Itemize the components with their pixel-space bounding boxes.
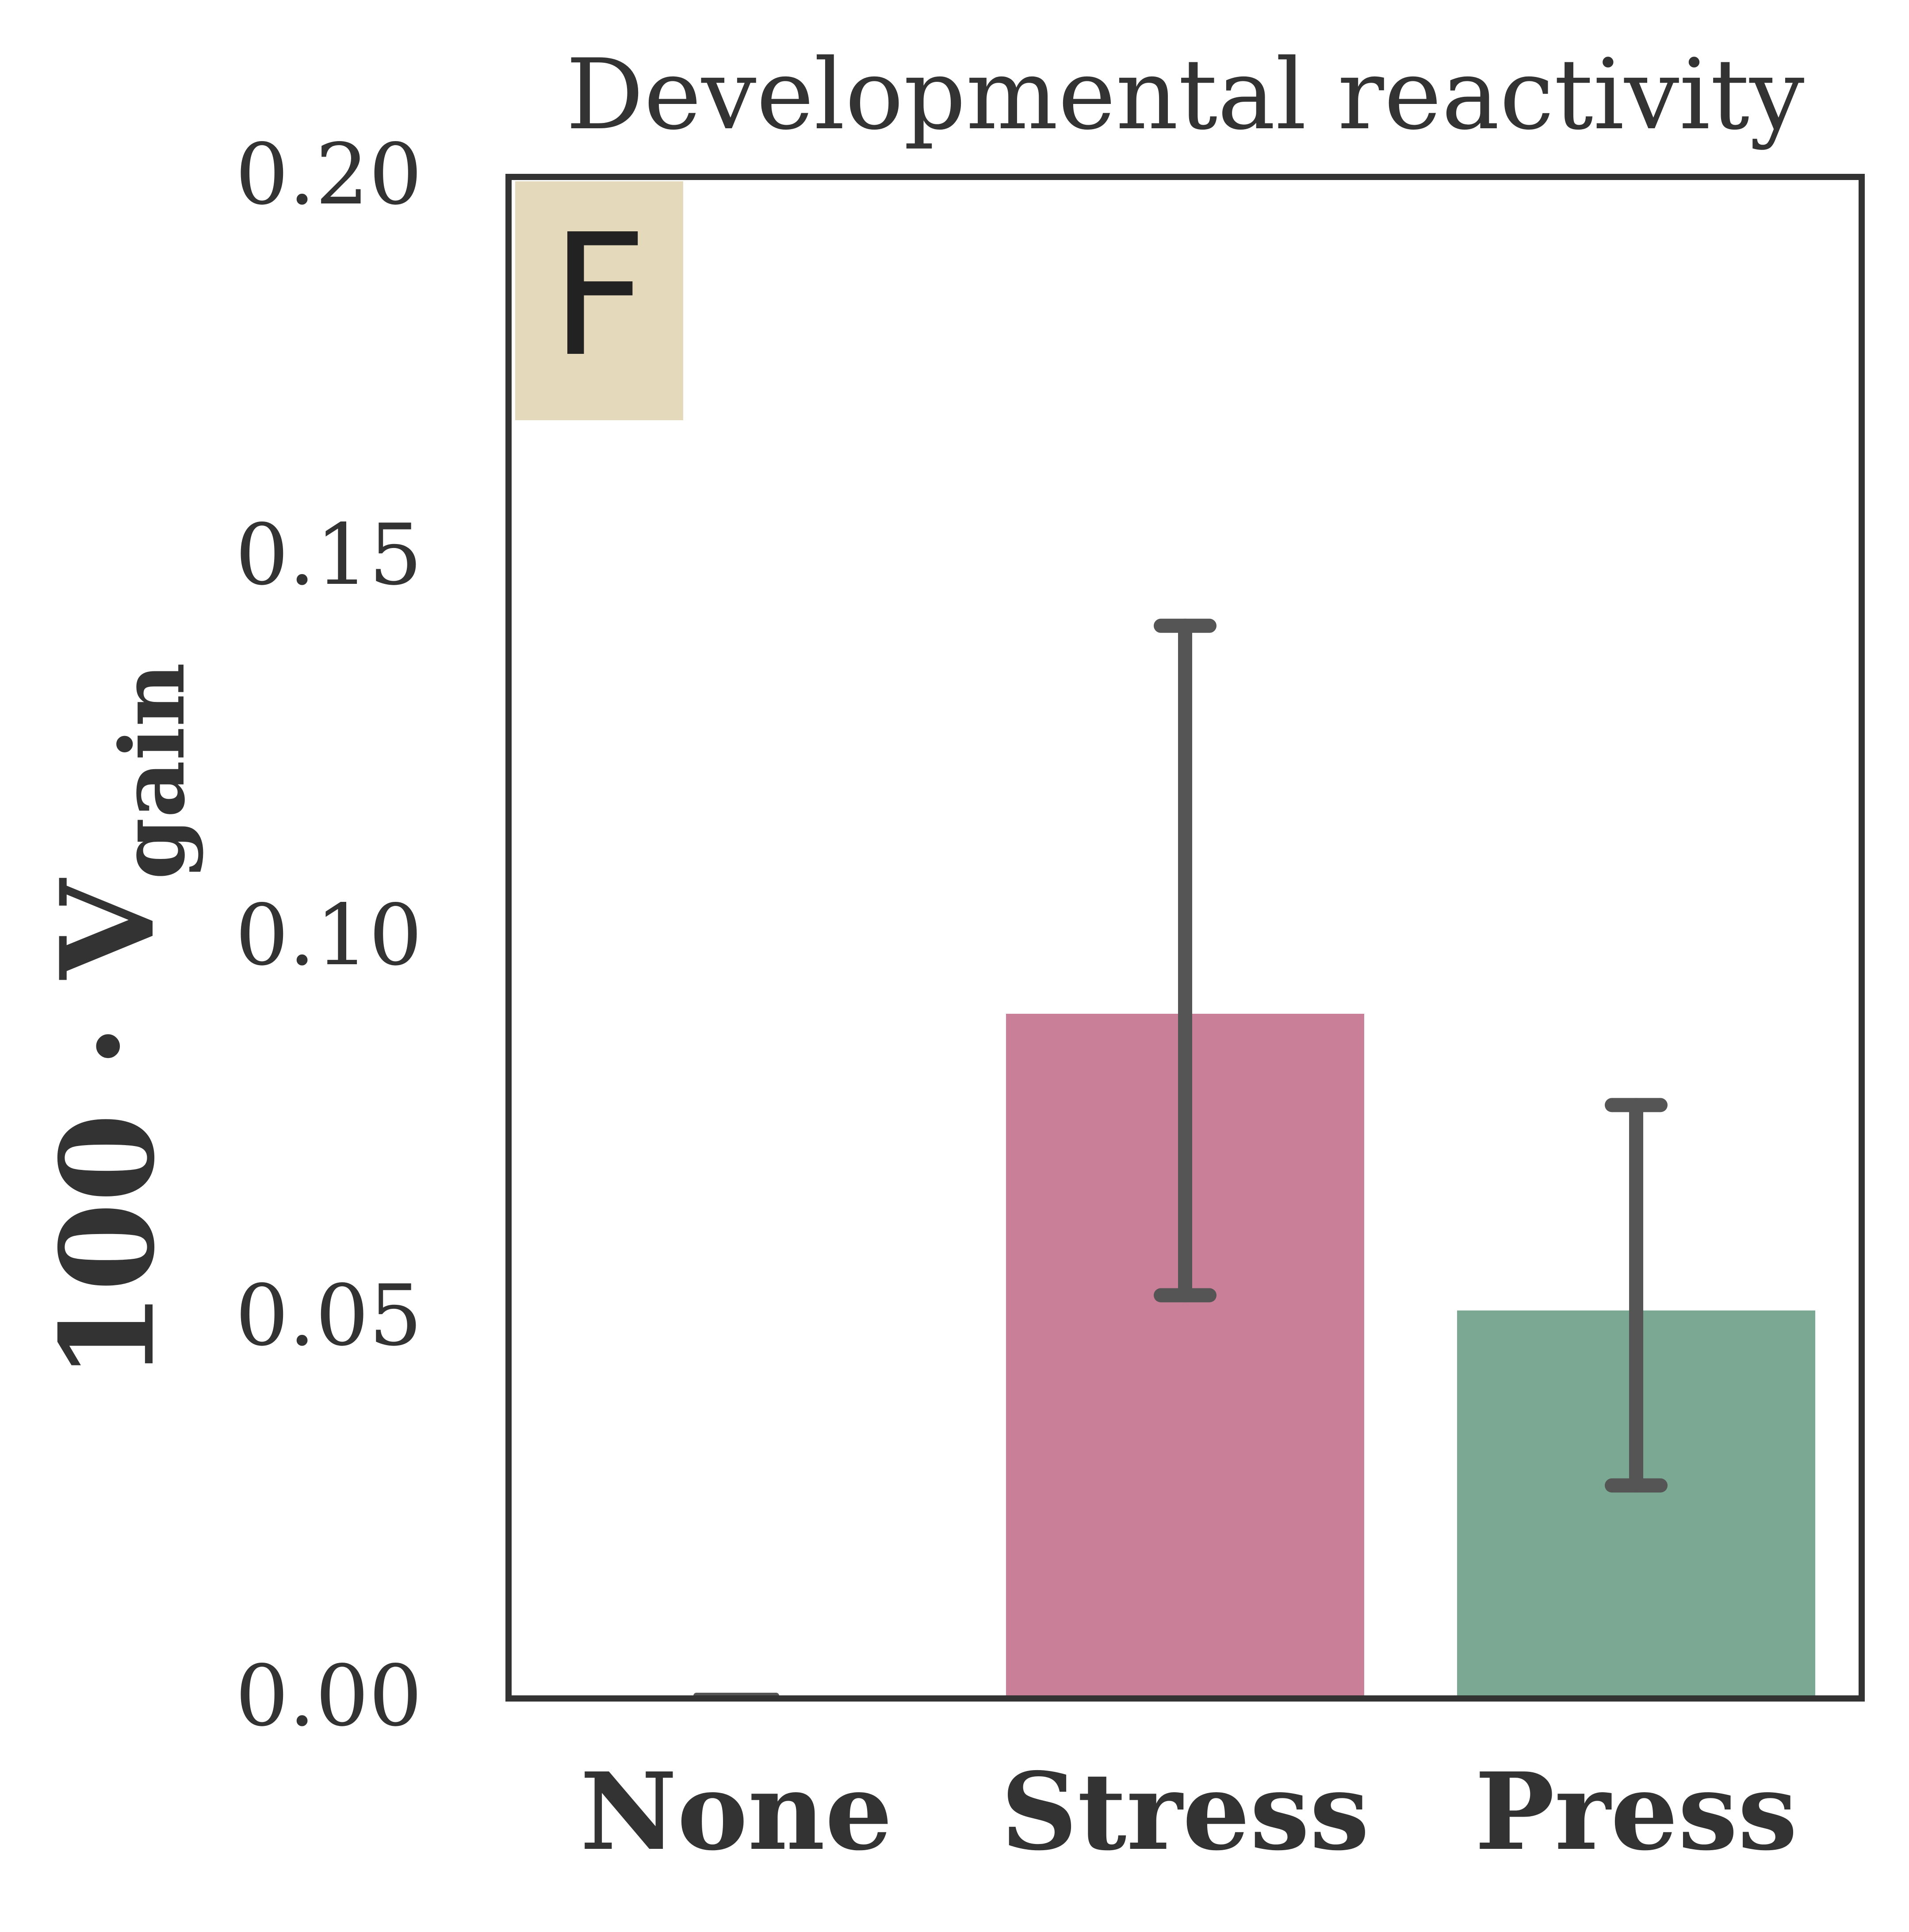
y-axis-ticks: 0.00 0.05 0.10 0.15 0.20 bbox=[235, 126, 422, 1745]
errorbars-layer bbox=[1154, 618, 1668, 1493]
y-tick-label: 0.15 bbox=[235, 506, 422, 604]
y-axis-label-main: 100 · V bbox=[33, 877, 183, 1381]
x-tick-label-press: Press bbox=[1475, 1749, 1798, 1874]
error-bar-press bbox=[1605, 1098, 1668, 1493]
y-tick-label: 0.20 bbox=[235, 126, 422, 223]
panel-label-box bbox=[515, 181, 683, 420]
bars-layer bbox=[693, 1014, 1815, 1699]
y-tick-label: 0.05 bbox=[235, 1267, 422, 1365]
x-tick-label-stress: Stress bbox=[1001, 1749, 1370, 1874]
y-tick-label: 0.10 bbox=[235, 886, 422, 984]
x-tick-label-none: None bbox=[580, 1749, 893, 1874]
y-axis-label: 100 · Vgain bbox=[33, 663, 205, 1381]
error-bar-stress bbox=[1154, 618, 1217, 1303]
plot-frame bbox=[505, 174, 1865, 1702]
x-axis-ticks: None Stress Press bbox=[580, 1749, 1798, 1874]
y-tick-label: 0.00 bbox=[235, 1647, 422, 1745]
panel-label: F bbox=[551, 198, 648, 394]
y-axis-label-sub: gain bbox=[101, 663, 205, 880]
chart-title: Developmental reactivity bbox=[566, 38, 1805, 151]
